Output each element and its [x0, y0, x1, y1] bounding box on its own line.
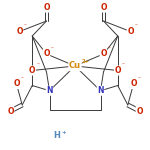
Text: O: O — [7, 106, 14, 116]
Text: O: O — [130, 80, 137, 88]
Text: Cu: Cu — [69, 61, 81, 70]
Text: O: O — [100, 3, 107, 12]
Text: ⁻: ⁻ — [36, 64, 39, 69]
Text: ⁻: ⁻ — [108, 47, 111, 52]
Text: O: O — [43, 50, 50, 58]
Text: O: O — [114, 66, 121, 75]
Text: O: O — [100, 50, 107, 58]
Text: O: O — [16, 27, 23, 36]
Text: ⁻: ⁻ — [24, 25, 27, 30]
Text: N: N — [97, 86, 104, 95]
Text: +: + — [61, 129, 66, 135]
Text: O: O — [29, 66, 36, 75]
Text: N: N — [46, 86, 53, 95]
Text: ⁻: ⁻ — [138, 77, 141, 82]
Text: O: O — [13, 80, 20, 88]
Text: ⁻: ⁻ — [135, 25, 138, 30]
Text: O: O — [136, 106, 143, 116]
Text: ⁻: ⁻ — [122, 64, 125, 69]
Text: O: O — [127, 27, 134, 36]
Text: ⁻: ⁻ — [51, 47, 54, 52]
Text: H: H — [54, 131, 60, 140]
Text: ⁻: ⁻ — [21, 77, 24, 82]
Text: 2+: 2+ — [81, 59, 89, 64]
Text: O: O — [43, 3, 50, 12]
